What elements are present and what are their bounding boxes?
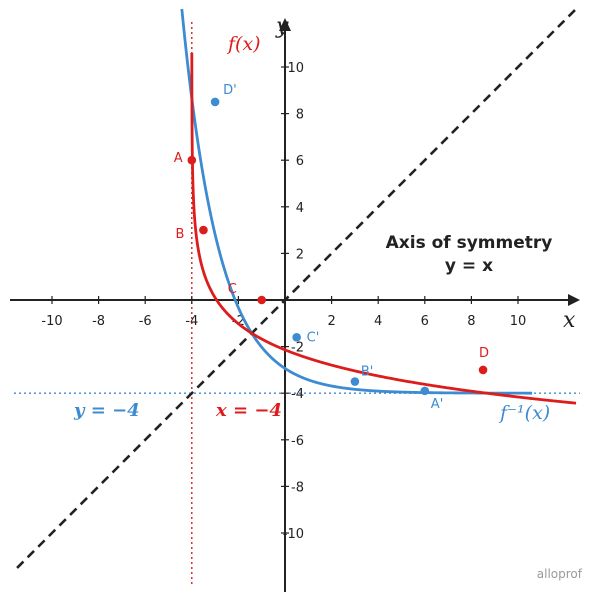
point-f-label: C xyxy=(228,282,237,297)
y-axis-label: y xyxy=(275,14,289,39)
x-tick-label: -10 xyxy=(41,314,62,329)
series-finv-curve xyxy=(180,8,533,395)
x-axis-arrow xyxy=(568,294,580,306)
point-finv xyxy=(350,377,360,386)
brand-logo: alloprof xyxy=(537,567,583,581)
point-finv xyxy=(210,97,220,107)
series-f-label: f(x) xyxy=(226,33,261,55)
point-finv xyxy=(420,386,430,396)
symmetry-equation: y = x xyxy=(445,256,493,276)
point-f xyxy=(478,365,488,375)
y-tick-label: 10 xyxy=(287,61,304,76)
point-f xyxy=(187,155,197,165)
x-tick-label: 10 xyxy=(510,314,527,329)
x-tick-label: 2 xyxy=(327,314,335,329)
point-f xyxy=(257,295,267,305)
point-f-label: A xyxy=(174,151,183,166)
x-tick-label: 6 xyxy=(421,314,429,329)
x-axis-label: x xyxy=(563,308,576,333)
y-tick-label: -6 xyxy=(291,434,304,449)
point-finv-label: B' xyxy=(361,365,374,380)
x-tick-label: -4 xyxy=(185,314,198,329)
x-tick-label: -8 xyxy=(92,314,105,329)
point-f-label: B xyxy=(175,227,184,242)
point-finv-label: C' xyxy=(307,330,320,345)
asymptote-y-label: y = −4 xyxy=(73,400,140,421)
point-finv-label: A' xyxy=(431,397,443,412)
y-tick-label: 2 xyxy=(296,247,304,262)
symmetry-title: Axis of symmetry xyxy=(386,233,553,253)
y-tick-label: 4 xyxy=(296,201,304,216)
y-tick-label: -2 xyxy=(291,341,304,356)
symmetry-line xyxy=(16,7,578,569)
y-tick-label: 8 xyxy=(296,108,304,123)
series-finv-label: f⁻¹(x) xyxy=(498,402,550,424)
asymptote-x-label: x = −4 xyxy=(215,400,282,421)
y-tick-label: -4 xyxy=(291,387,304,402)
point-f-label: D xyxy=(479,346,489,361)
x-tick-label: 4 xyxy=(374,314,382,329)
y-axis-arrow xyxy=(279,18,291,31)
series-f-curve xyxy=(190,52,577,405)
x-tick-label: -6 xyxy=(139,314,152,329)
x-tick-label: 8 xyxy=(467,314,475,329)
y-tick-label: -10 xyxy=(283,527,304,542)
point-finv-label: D' xyxy=(223,83,237,98)
point-finv xyxy=(292,332,301,342)
point-f xyxy=(199,225,208,235)
y-tick-label: -8 xyxy=(291,480,304,495)
y-tick-label: 6 xyxy=(296,154,304,169)
